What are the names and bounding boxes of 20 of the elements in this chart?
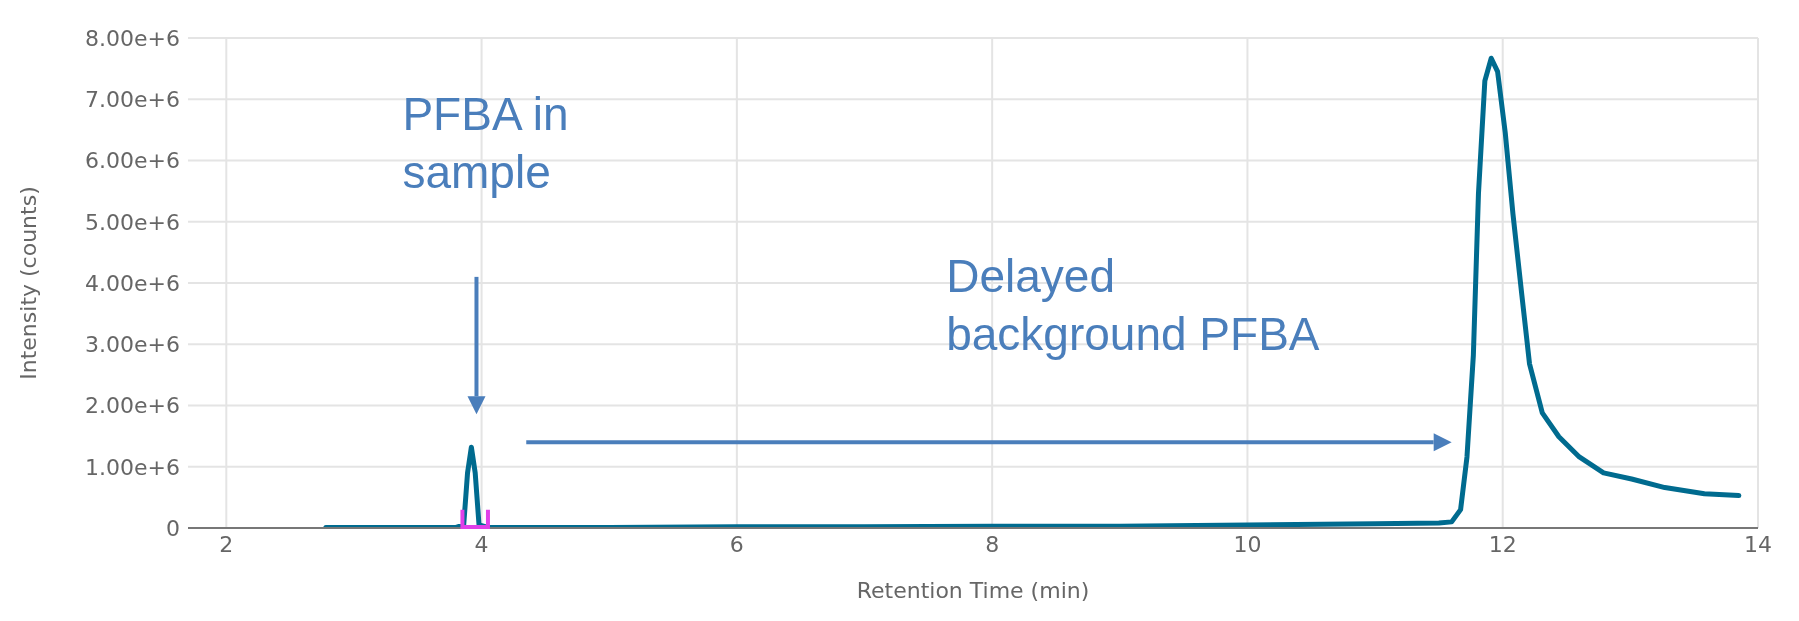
y-tick-label: 0 [166,515,180,541]
annotation: PFBA in sample [402,87,569,199]
y-tick-label: 3.00e+6 [85,332,180,358]
x-tick-label: 8 [985,531,1000,557]
x-tick-label: 10 [1233,531,1262,557]
y-tick-label: 1.00e+6 [85,454,180,480]
x-tick-label: 6 [729,531,744,557]
y-tick-label: 5.00e+6 [85,209,180,235]
y-axis-title: Intensity (counts) [15,186,41,380]
y-tick-label: 8.00e+6 [85,25,180,51]
x-axis-title: Retention Time (min) [856,578,1090,603]
y-tick-label: 6.00e+6 [85,148,180,174]
annotation: Delayed background PFBA [946,250,1320,361]
x-tick-label: 14 [1744,531,1772,557]
y-tick-label: 2.00e+6 [85,393,180,419]
x-tick-label: 2 [219,531,234,557]
x-tick-label: 12 [1488,531,1517,557]
y-tick-label: 4.00e+6 [85,270,180,296]
y-tick-label: 7.00e+6 [85,87,180,113]
x-tick-label: 4 [474,531,489,557]
